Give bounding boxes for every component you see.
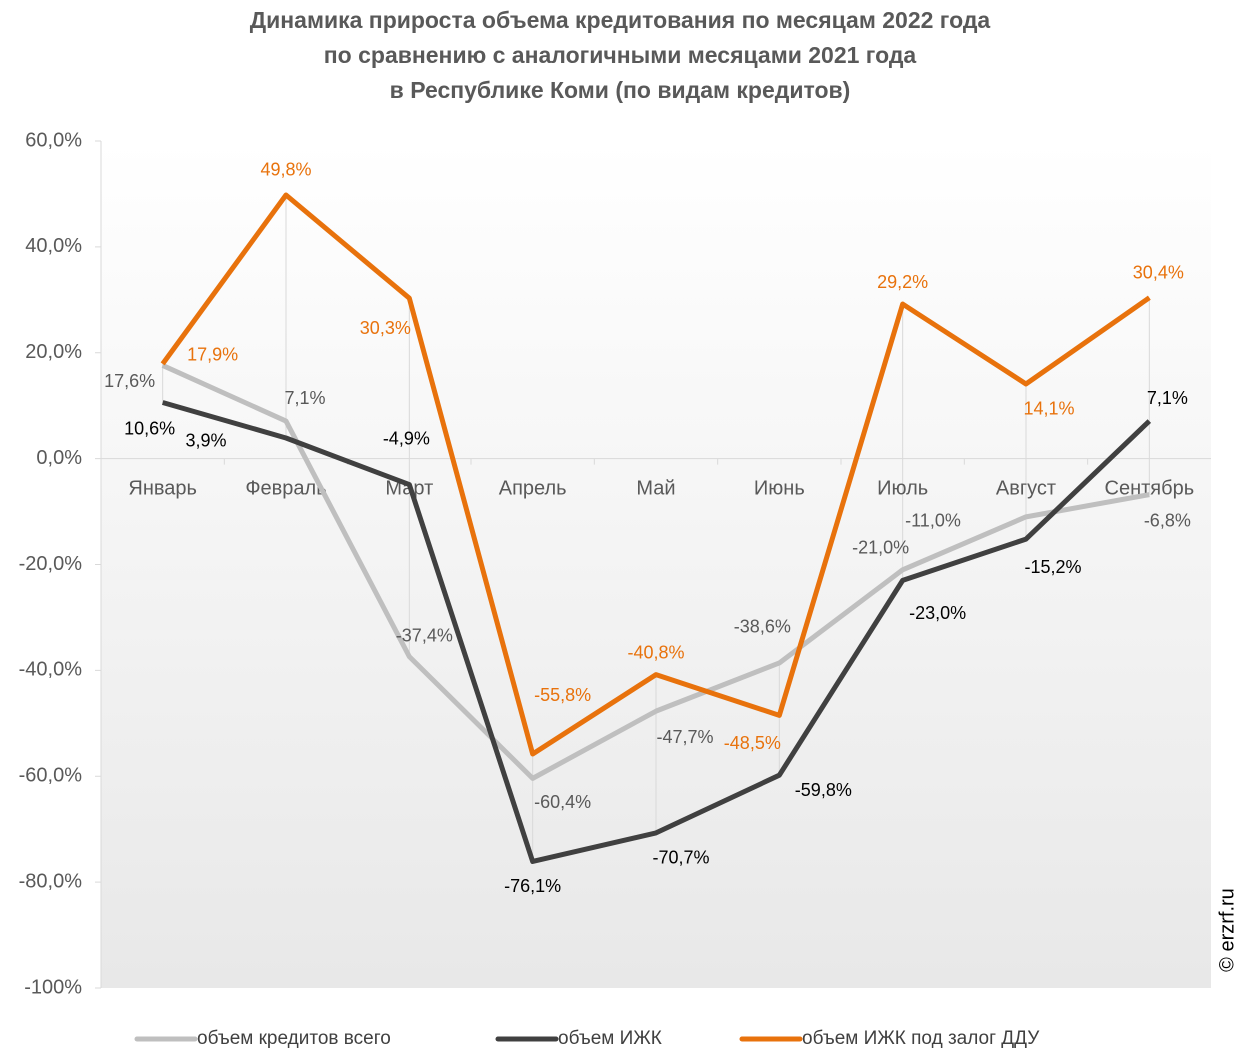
x-tick-label: Август bbox=[996, 477, 1056, 499]
data-label: -76,1% bbox=[504, 876, 561, 896]
legend-label: объем ИЖК под залог ДДУ bbox=[802, 1028, 1040, 1049]
data-label: -23,0% bbox=[909, 603, 966, 623]
watermark: © erzrf.ru bbox=[1216, 888, 1238, 972]
data-label: 14,1% bbox=[1023, 399, 1074, 419]
y-tick-label: -60,0% bbox=[19, 765, 83, 787]
data-label: -6,8% bbox=[1144, 510, 1191, 530]
series-line bbox=[161, 400, 1152, 864]
y-tick-label: -20,0% bbox=[19, 553, 83, 575]
y-tick-label: 40,0% bbox=[25, 235, 82, 257]
legend-label: объем ИЖК bbox=[558, 1028, 662, 1049]
x-tick-label: Июнь bbox=[754, 477, 805, 499]
y-tick-label: -80,0% bbox=[19, 870, 83, 892]
data-label: -60,4% bbox=[534, 792, 591, 812]
chart-title: Динамика прироста объема кредитования по… bbox=[250, 7, 991, 33]
x-tick-label: Июль bbox=[877, 477, 928, 499]
y-tick-label: -40,0% bbox=[19, 659, 83, 681]
y-tick-label: 20,0% bbox=[25, 341, 82, 363]
data-label: -11,0% bbox=[905, 511, 961, 531]
data-label: 10,6% bbox=[124, 418, 175, 438]
x-tick-label: Январь bbox=[128, 477, 197, 499]
data-label: 17,9% bbox=[187, 345, 238, 365]
data-label: -70,7% bbox=[652, 848, 709, 868]
data-label: -48,5% bbox=[724, 733, 781, 753]
series-line bbox=[160, 192, 1151, 757]
data-label: 29,2% bbox=[877, 272, 928, 292]
data-label: -4,9% bbox=[383, 428, 430, 448]
data-label: -47,7% bbox=[656, 727, 713, 747]
data-label: 17,6% bbox=[104, 371, 155, 391]
data-label: -55,8% bbox=[534, 685, 591, 705]
data-label: 7,1% bbox=[284, 388, 325, 408]
data-label: -40,8% bbox=[627, 642, 684, 662]
y-tick-label: -100% bbox=[24, 976, 82, 998]
chart-title: по сравнению с аналогичными месяцами 202… bbox=[324, 42, 917, 68]
data-label: -37,4% bbox=[396, 625, 453, 645]
x-tick-label: Сентябрь bbox=[1105, 477, 1195, 499]
data-label: 30,3% bbox=[360, 318, 411, 338]
y-tick-label: 0,0% bbox=[36, 447, 82, 469]
legend-label: объем кредитов всего bbox=[197, 1028, 391, 1049]
x-tick-label: Февраль bbox=[245, 477, 326, 499]
data-label: 7,1% bbox=[1147, 388, 1188, 408]
y-tick-label: 60,0% bbox=[25, 129, 82, 151]
data-label: 30,4% bbox=[1133, 262, 1184, 282]
series-line bbox=[161, 363, 1150, 781]
data-label: -21,0% bbox=[852, 538, 909, 558]
chart-title: в Республике Коми (по видам кредитов) bbox=[390, 77, 851, 103]
data-label: 3,9% bbox=[185, 431, 226, 451]
x-tick-label: Май bbox=[636, 477, 675, 499]
data-label: 49,8% bbox=[260, 160, 311, 180]
data-label: -15,2% bbox=[1024, 557, 1081, 577]
data-label: -38,6% bbox=[734, 617, 791, 637]
data-label: -59,8% bbox=[795, 780, 852, 800]
x-tick-label: Апрель bbox=[499, 477, 567, 499]
